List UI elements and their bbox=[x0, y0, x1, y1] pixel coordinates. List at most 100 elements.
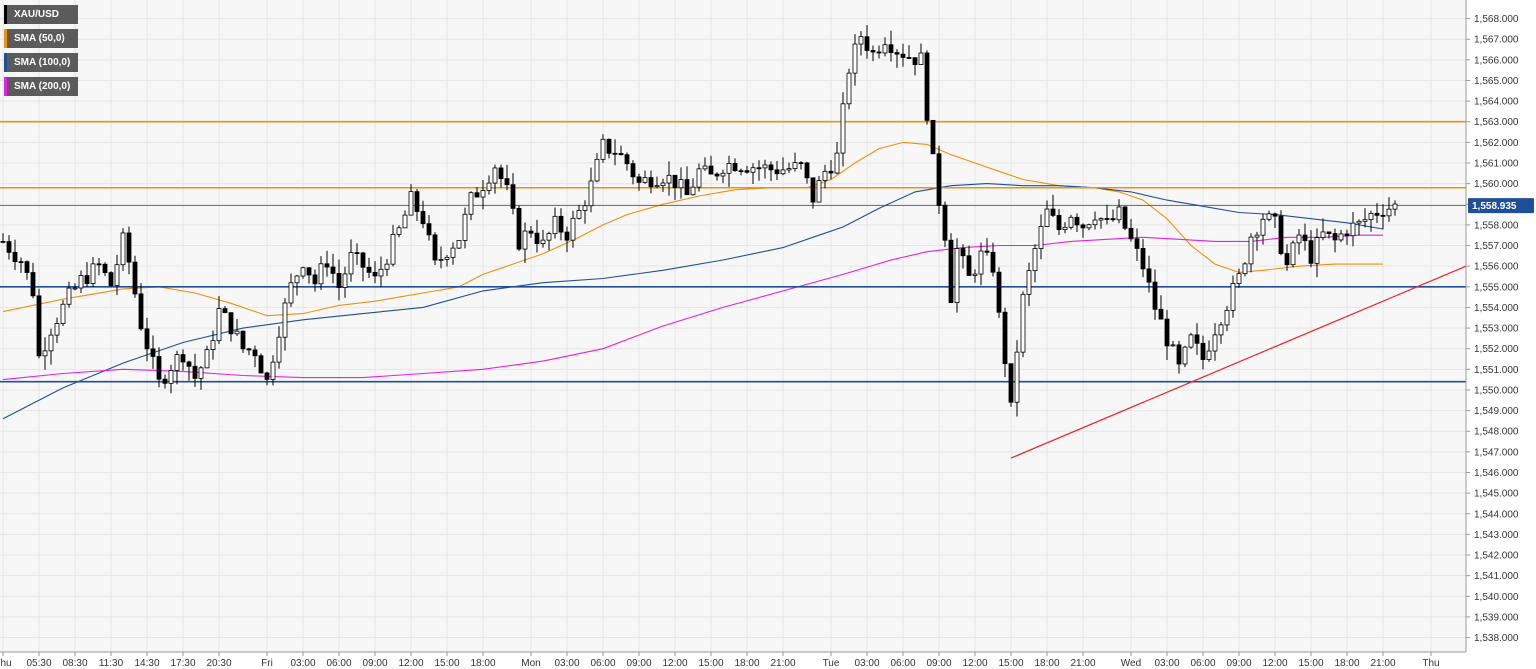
candle-body bbox=[210, 340, 216, 350]
candle-body bbox=[1326, 231, 1332, 234]
candle-body bbox=[234, 330, 240, 335]
candle-body bbox=[912, 57, 918, 65]
candle-body bbox=[672, 174, 678, 189]
candle-body bbox=[798, 162, 804, 165]
candle-body bbox=[1356, 220, 1362, 224]
candle-body bbox=[330, 266, 336, 274]
candle-body bbox=[78, 275, 84, 289]
candle-body bbox=[726, 163, 732, 174]
candle-body bbox=[1284, 253, 1290, 266]
x-tick-label: 03:00 bbox=[854, 658, 879, 669]
y-tick-label: 1,568.000 bbox=[1474, 14, 1519, 25]
candle-body bbox=[828, 170, 834, 174]
candle-body bbox=[882, 44, 888, 54]
last-price-label: 1,558.935 bbox=[1472, 201, 1517, 212]
candle-body bbox=[156, 356, 162, 380]
candle-body bbox=[564, 231, 570, 241]
candle-body bbox=[906, 57, 912, 59]
candle-body bbox=[900, 53, 906, 58]
candle-body bbox=[1254, 234, 1260, 238]
candle-body bbox=[702, 165, 708, 170]
candle-body bbox=[396, 227, 402, 235]
candle-body bbox=[1080, 224, 1086, 229]
y-tick-label: 1,546.000 bbox=[1474, 468, 1519, 479]
candle-body bbox=[216, 308, 222, 342]
candle-body bbox=[1086, 224, 1092, 229]
y-tick-label: 1,548.000 bbox=[1474, 427, 1519, 438]
candle-body bbox=[1392, 203, 1398, 210]
candle-body bbox=[252, 349, 258, 357]
candle-body bbox=[300, 267, 306, 277]
candle-body bbox=[1260, 218, 1266, 236]
grid-layer bbox=[0, 0, 1466, 652]
candle-body bbox=[204, 349, 210, 369]
candle-body bbox=[1050, 208, 1056, 216]
candle-body bbox=[30, 272, 36, 297]
candle-body bbox=[558, 215, 564, 233]
candle-body bbox=[786, 168, 792, 171]
candle-body bbox=[588, 180, 594, 207]
candle-body bbox=[1350, 222, 1356, 237]
candle-body bbox=[1170, 344, 1176, 347]
candle-body bbox=[420, 211, 426, 225]
y-tick-label: 1,552.000 bbox=[1474, 344, 1519, 355]
candle-body bbox=[282, 302, 288, 338]
candle-body bbox=[1302, 234, 1308, 242]
legend-item-xauusd[interactable]: XAU/USD bbox=[4, 5, 79, 24]
x-tick-label: 17:30 bbox=[170, 658, 195, 669]
y-tick-label: 1,566.000 bbox=[1474, 55, 1519, 66]
candle-body bbox=[246, 348, 252, 351]
candle-body bbox=[54, 323, 60, 336]
candle-body bbox=[996, 271, 1002, 313]
candle-body bbox=[642, 177, 648, 183]
y-tick-label: 1,538.000 bbox=[1474, 633, 1519, 644]
candle-body bbox=[1104, 218, 1110, 220]
y-tick-label: 1,540.000 bbox=[1474, 592, 1519, 603]
candle-body bbox=[474, 192, 480, 198]
y-tick-label: 1,557.000 bbox=[1474, 241, 1519, 252]
candle-body bbox=[1266, 213, 1272, 220]
x-tick-label: 09:00 bbox=[626, 658, 651, 669]
candle-body bbox=[636, 176, 642, 183]
candle-body bbox=[576, 210, 582, 219]
candle-body bbox=[618, 153, 624, 156]
candle-body bbox=[600, 138, 606, 160]
y-tick-label: 1,544.000 bbox=[1474, 509, 1519, 520]
candle-body bbox=[1032, 248, 1038, 272]
legend-swatch bbox=[4, 29, 7, 48]
y-tick-label: 1,539.000 bbox=[1474, 612, 1519, 623]
candle-body bbox=[66, 287, 72, 305]
candle-body bbox=[924, 52, 930, 121]
candle-body bbox=[1128, 227, 1134, 240]
candle-body bbox=[312, 274, 318, 285]
candle-body bbox=[612, 152, 618, 155]
y-tick-label: 1,565.000 bbox=[1474, 76, 1519, 87]
candle-body bbox=[1038, 226, 1044, 249]
series-line-sma-100-0- bbox=[2, 183, 1384, 420]
candle-body bbox=[690, 186, 696, 196]
candle-body bbox=[1248, 236, 1254, 265]
legend-item-sma-50[interactable]: SMA (50,0) bbox=[4, 29, 79, 48]
candle-body bbox=[816, 180, 822, 203]
trendline bbox=[1010, 265, 1467, 459]
candle-body bbox=[510, 184, 516, 209]
candle-body bbox=[174, 354, 180, 371]
candle-body bbox=[876, 51, 882, 54]
candle-body bbox=[390, 233, 396, 265]
candle-body bbox=[96, 263, 102, 266]
candle-body bbox=[168, 370, 174, 384]
legend-item-sma-200[interactable]: SMA (200,0) bbox=[4, 77, 79, 96]
candle-body bbox=[1014, 351, 1020, 403]
candle-body bbox=[594, 158, 600, 182]
candle-body bbox=[324, 263, 330, 268]
legend-item-sma-100[interactable]: SMA (100,0) bbox=[4, 53, 79, 72]
candle-body bbox=[1176, 344, 1182, 365]
candle-body bbox=[552, 215, 558, 235]
candle-body bbox=[660, 182, 666, 187]
x-tick-label: 12:00 bbox=[662, 658, 687, 669]
candle-body bbox=[42, 350, 48, 357]
candle-body bbox=[1134, 238, 1140, 249]
legend-label: SMA (50,0) bbox=[14, 33, 65, 44]
candle-body bbox=[192, 365, 198, 379]
